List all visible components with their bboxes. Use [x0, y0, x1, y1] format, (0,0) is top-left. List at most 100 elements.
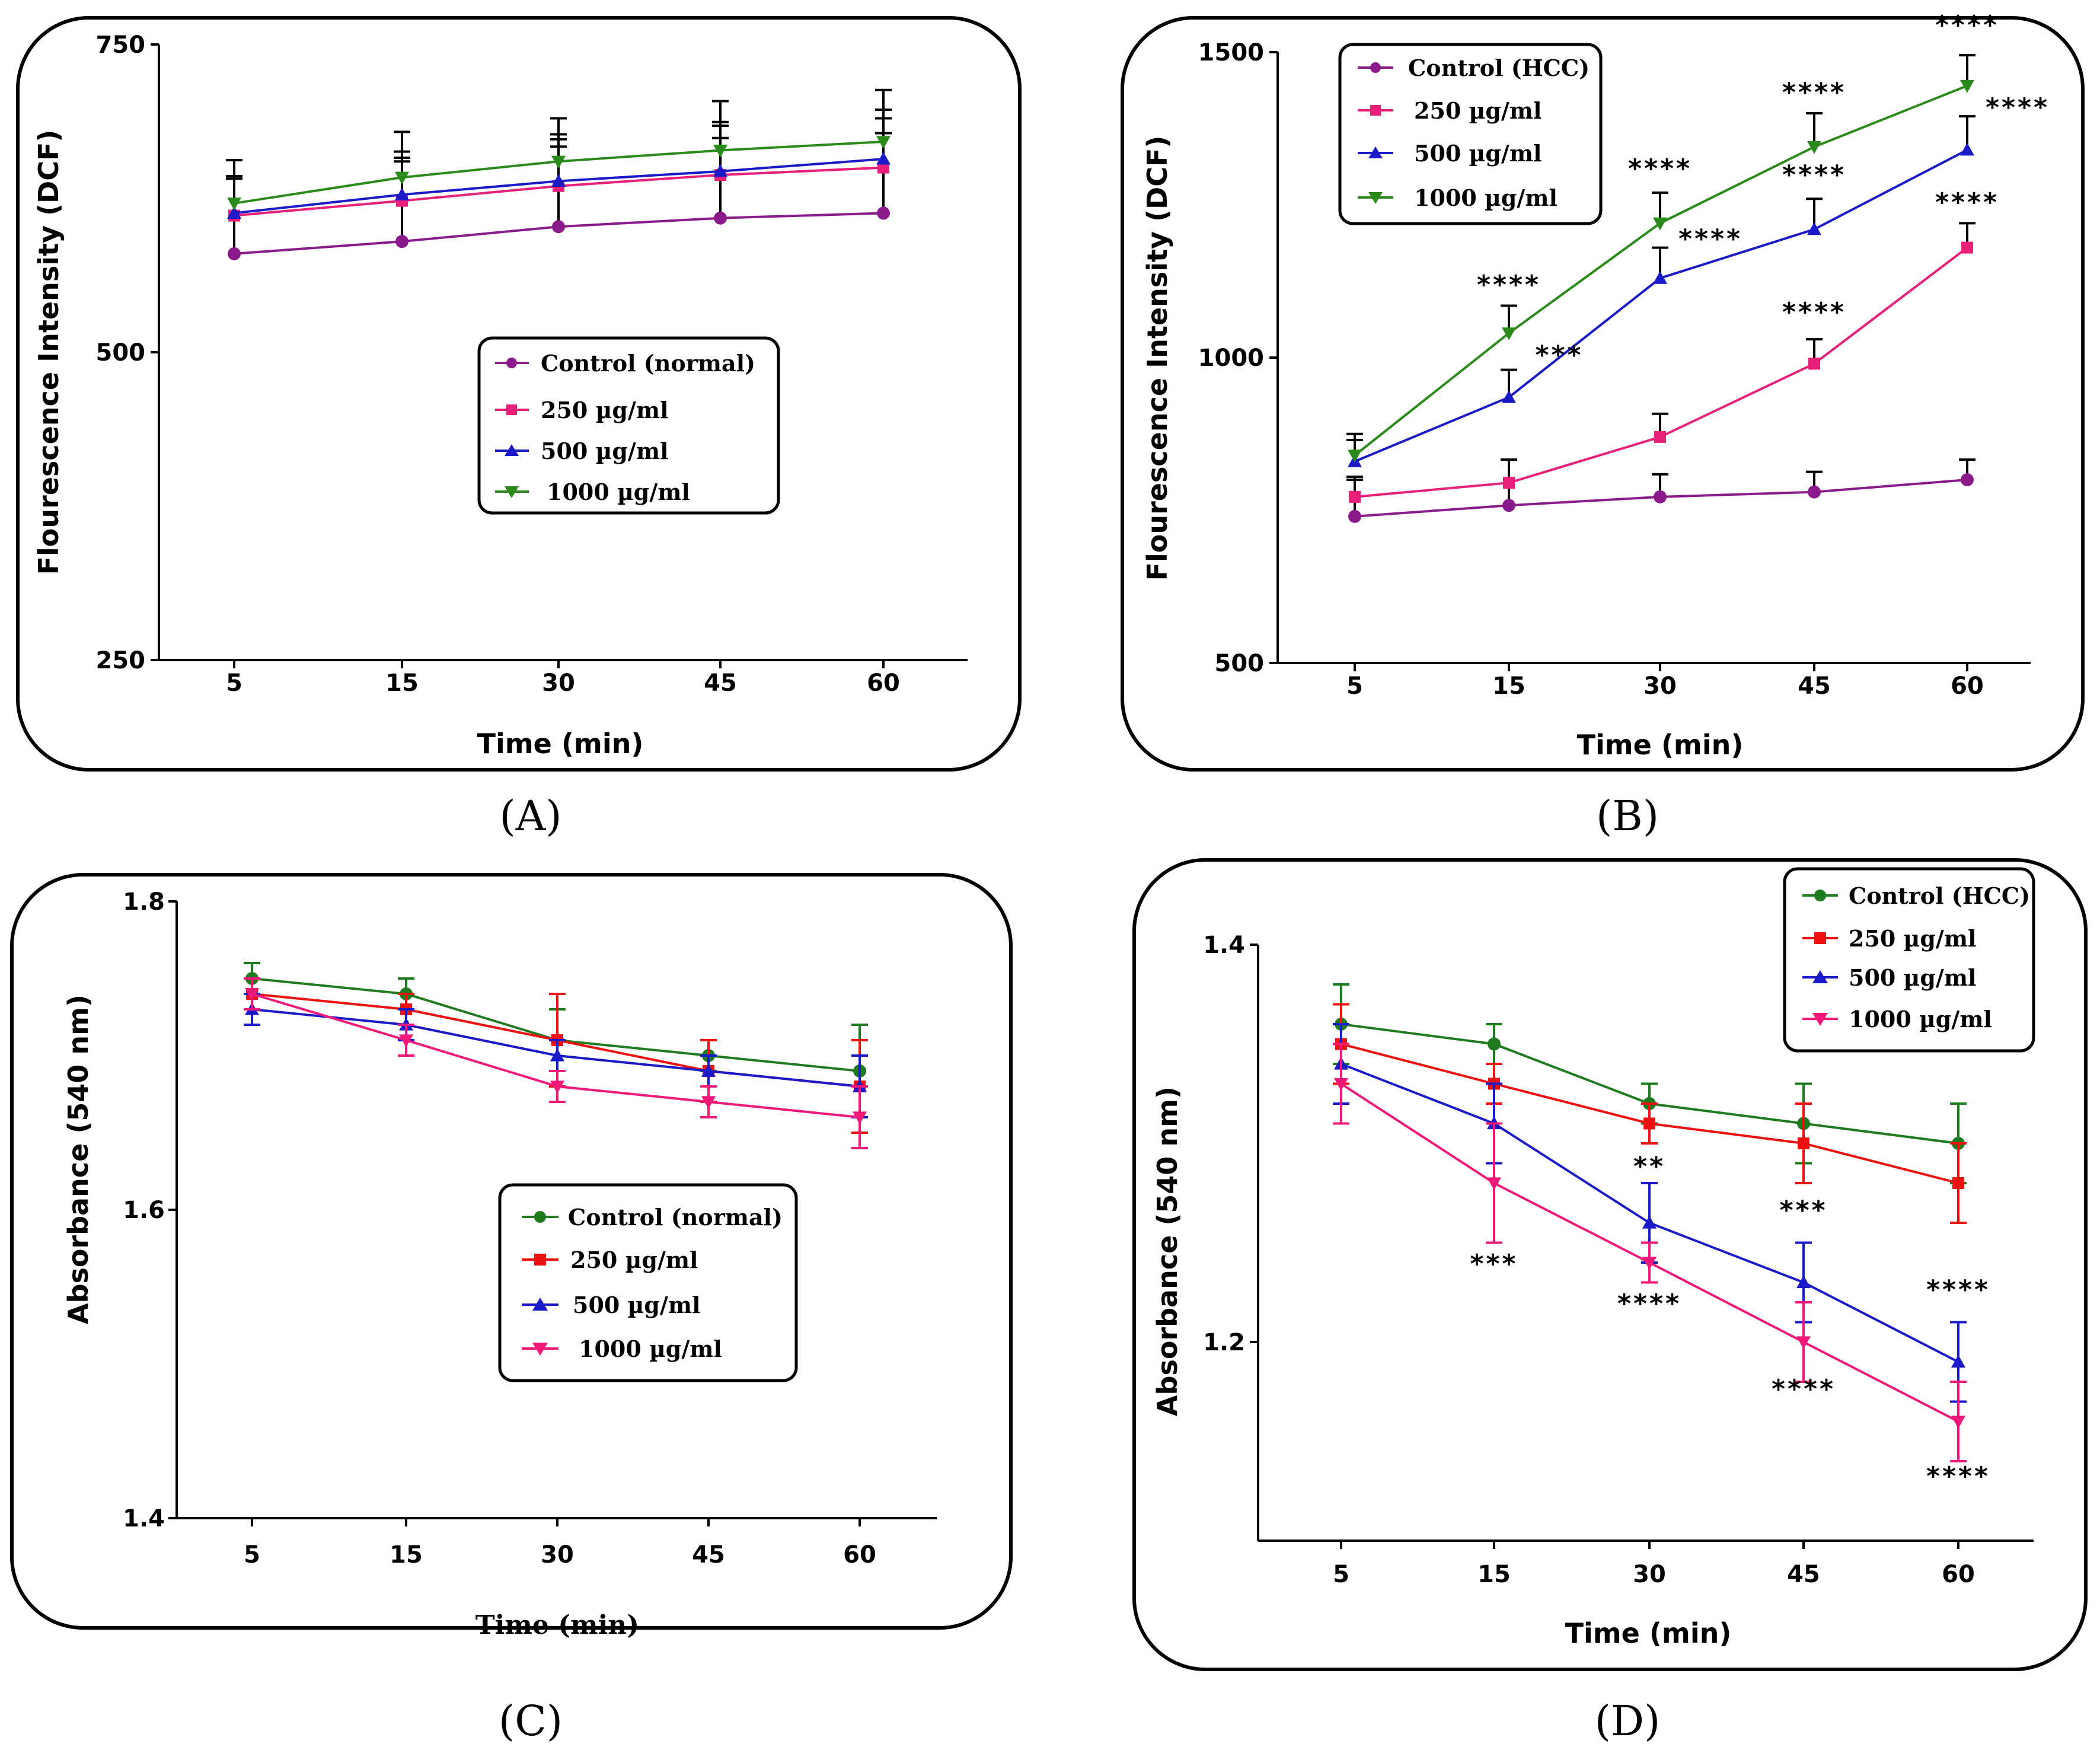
panel-b-legend-marker-1000	[1368, 192, 1383, 204]
x-tick-label: 60	[1942, 1561, 1975, 1588]
x-tick-label: 45	[692, 1541, 725, 1569]
series-c-3	[244, 977, 868, 1149]
data-point	[1348, 509, 1361, 523]
panel-a-legend-box	[477, 336, 780, 515]
panel-a-legend-marker-250	[506, 404, 517, 415]
data-point	[550, 1048, 564, 1062]
significance-marker: ****	[1678, 224, 1742, 254]
panel-b-legend: Control (HCC) 250 µg/ml 500 µg/ml 1000 µ…	[1338, 43, 1603, 225]
panel-b-legend-entry-1000: 1000 µg/ml	[1358, 184, 1558, 211]
panel-d-ticks: 1.2 1.4 5 15 30 45 60	[1203, 932, 1975, 1588]
panel-c-legend-entry-500: 500 µg/ml	[522, 1292, 700, 1318]
panel-c-x-title: Time (min)	[475, 1610, 639, 1640]
data-point	[1807, 222, 1821, 235]
data-point	[1653, 217, 1667, 231]
panel-c-legend-box	[498, 1183, 798, 1382]
panel-b-ticks: 500 1000 1500 5 15 30 45 60	[1198, 39, 1984, 700]
panel-d-legend-entry-250: 250 µg/ml	[1802, 925, 1976, 952]
panel-b-frame	[1121, 16, 2085, 772]
y-tick-label: 1.6	[123, 1197, 165, 1224]
data-point	[395, 171, 409, 185]
data-point	[714, 211, 727, 225]
y-tick-label: 1500	[1198, 39, 1264, 66]
significance-marker: ****	[1935, 187, 1999, 218]
data-point	[1642, 1257, 1657, 1270]
data-point	[1961, 473, 1974, 486]
x-tick-label: 30	[1643, 672, 1677, 700]
panel-d-label: (D)	[1595, 1697, 1661, 1745]
panel-b-legend-entry-control: Control (HCC)	[1358, 55, 1590, 81]
panel-c-ticks: 1.4 1.6 1.8 5 15 30 45 60	[123, 888, 876, 1569]
data-point	[1349, 490, 1361, 503]
series-d-3	[1333, 1043, 1967, 1462]
data-point	[399, 1034, 413, 1047]
data-point	[877, 206, 890, 220]
panel-c-legend-entry-1000: 1000 µg/ml	[522, 1336, 722, 1362]
panel-a-legend-marker-1000	[505, 486, 519, 498]
data-point	[1960, 80, 1974, 93]
significance-marker: ****	[1935, 10, 1999, 40]
data-point	[1796, 1336, 1811, 1349]
panel-b-plot: ***************************************	[1346, 10, 2047, 523]
data-point	[1952, 1177, 1964, 1189]
panel-a-legend-marker-500	[505, 444, 519, 456]
data-point	[853, 1111, 867, 1124]
data-point	[1643, 1117, 1655, 1130]
panel-b-legend-label-250: 250 µg/ml	[1414, 97, 1542, 124]
panel-a-ticks: 250 500 750 5 15 30 45 60	[96, 31, 900, 697]
data-point	[1502, 499, 1515, 512]
significance-marker: ****	[1617, 1289, 1681, 1319]
data-point	[1951, 1416, 1965, 1429]
data-point	[395, 235, 408, 248]
data-point	[1488, 1037, 1501, 1051]
panel-a-legend-entry-control: Control (normal)	[495, 350, 755, 377]
panel-d-legend-entry-1000: 1000 µg/ml	[1802, 1006, 1992, 1032]
y-tick-label: 250	[96, 647, 146, 674]
x-tick-label: 30	[542, 670, 575, 697]
x-tick-label: 30	[541, 1541, 574, 1569]
x-tick-label: 60	[867, 670, 900, 697]
panel-a-y-title: Flourescence Intensity (DCF)	[33, 130, 65, 575]
x-tick-label: 5	[1346, 672, 1363, 700]
data-point	[1808, 358, 1820, 370]
data-point	[228, 247, 241, 260]
data-point	[701, 1096, 716, 1109]
panel-d-x-title: Time (min)	[1565, 1617, 1732, 1649]
panel-b-y-title: Flourescence Intensity (DCF)	[1141, 136, 1173, 581]
y-tick-label: 500	[1215, 650, 1265, 677]
panel-c-legend-label-control: Control (normal)	[568, 1204, 783, 1231]
series-b-3	[1346, 54, 1975, 463]
significance-marker: ****	[1926, 1274, 1990, 1305]
significance-marker: ****	[1782, 77, 1846, 107]
data-point	[1807, 141, 1821, 154]
panel-d-legend: Control (HCC) 250 µg/ml 500 µg/ml 1000 µ…	[1783, 867, 2035, 1053]
data-point	[1798, 1137, 1809, 1149]
x-tick-label: 5	[244, 1541, 260, 1569]
data-point	[1951, 1354, 1965, 1368]
panel-a-legend-label-500: 500 µg/ml	[541, 438, 668, 464]
panel-c-y-title: Absorbance (540 nm)	[62, 995, 94, 1324]
data-point	[1654, 431, 1666, 443]
y-tick-label: 1.2	[1203, 1329, 1245, 1356]
panel-a-legend-entry-500: 500 µg/ml	[495, 438, 668, 464]
panel-d-legend-entry-control: Control (HCC)	[1802, 882, 2030, 909]
panel-c-legend-label-500: 500 µg/ml	[573, 1292, 700, 1318]
data-point	[1348, 450, 1362, 463]
panel-d-legend-label-250: 250 µg/ml	[1849, 925, 1976, 952]
panel-a-legend-label-250: 250 µg/ml	[541, 397, 668, 423]
panel-b-legend-box	[1338, 43, 1603, 225]
panel-c-legend-marker-250	[534, 1254, 546, 1266]
panel-a-legend-marker-control	[506, 358, 517, 368]
panel-c-legend: Control (normal) 250 µg/ml 500 µg/ml 100…	[498, 1183, 798, 1382]
data-point	[550, 1081, 564, 1094]
panel-c-plot	[244, 962, 868, 1149]
panel-b-label: (B)	[1596, 792, 1659, 840]
significance-marker: ****	[1628, 154, 1692, 184]
panel-d-legend-marker-250	[1814, 932, 1826, 944]
data-point	[876, 136, 891, 149]
panel-b-x-title: Time (min)	[1577, 729, 1744, 761]
panel-b-legend-entry-250: 250 µg/ml	[1358, 97, 1542, 124]
data-point	[701, 1064, 716, 1077]
data-point	[1487, 1177, 1501, 1190]
significance-marker: ****	[1782, 297, 1846, 327]
